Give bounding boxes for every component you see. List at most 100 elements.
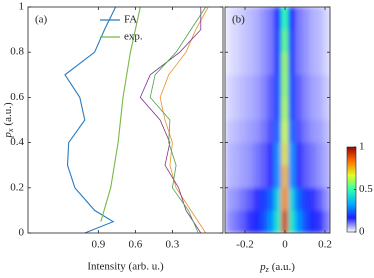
heat-cell <box>225 74 233 98</box>
heat-cell <box>267 97 275 121</box>
heat-cell <box>288 74 296 98</box>
heat-cell <box>274 29 282 53</box>
axis-unit: (a.u.) <box>2 102 14 126</box>
heat-cell <box>274 164 282 189</box>
heat-cell <box>260 97 268 121</box>
heat-cell <box>323 7 330 30</box>
legend-label: FA <box>124 14 137 26</box>
heat-cell <box>281 29 289 53</box>
heat-cell <box>267 51 275 76</box>
axis-symbol: p <box>2 132 14 139</box>
heat-cell <box>309 187 317 211</box>
x-tick-label: -0.2 <box>236 239 253 251</box>
heat-cell <box>225 187 233 211</box>
heat-cell <box>281 187 289 211</box>
heat-cell <box>288 142 296 166</box>
heat-cell <box>232 51 240 76</box>
heat-cell <box>288 7 296 30</box>
heat-cell <box>232 164 240 189</box>
heat-cell <box>281 210 289 233</box>
heat-cell <box>267 7 275 30</box>
panel-label: (a) <box>35 14 48 26</box>
heat-cell <box>267 187 275 211</box>
heat-cell <box>295 187 303 211</box>
heat-cell <box>323 119 330 143</box>
heat-cell <box>260 164 268 189</box>
heat-cell <box>225 142 233 166</box>
y-tick-label: 0.2 <box>10 181 24 193</box>
heat-cell <box>309 210 317 233</box>
heat-cell <box>274 142 282 166</box>
heat-cell <box>239 97 247 121</box>
heat-cell <box>246 29 254 53</box>
heat-cell <box>281 164 289 189</box>
heat-cell <box>302 119 310 143</box>
heat-cell <box>253 7 261 30</box>
axis-subscript: z <box>265 265 270 274</box>
heat-cell <box>281 74 289 98</box>
heat-cell <box>239 142 247 166</box>
x-tick-label: 0 <box>282 239 288 251</box>
heat-cell <box>323 142 330 166</box>
heat-cell <box>316 97 324 121</box>
heat-cell <box>323 51 330 76</box>
heat-cell <box>323 210 330 233</box>
heat-cell <box>295 51 303 76</box>
heat-cell <box>260 29 268 53</box>
axis-label: pz (a.u.) <box>259 261 295 274</box>
heat-cell <box>232 210 240 233</box>
heat-cell <box>253 51 261 76</box>
heat-cell <box>316 210 324 233</box>
heat-cell <box>302 97 310 121</box>
x-tick-label: 0.3 <box>166 239 180 251</box>
heat-cell <box>281 51 289 76</box>
x-tick-label: 0.6 <box>128 239 142 251</box>
heat-cell <box>232 74 240 98</box>
heat-cell <box>232 97 240 121</box>
heat-cell <box>239 7 247 30</box>
heat-cell <box>323 97 330 121</box>
heat-cell <box>309 51 317 76</box>
heat-cell <box>323 164 330 189</box>
heat-cell <box>232 29 240 53</box>
heat-cell <box>302 164 310 189</box>
heat-cell <box>295 210 303 233</box>
heat-cell <box>239 29 247 53</box>
plot-frame <box>27 6 224 234</box>
colorbar-tick-label: 1 <box>359 141 365 153</box>
heat-cell <box>309 29 317 53</box>
heat-cell <box>316 142 324 166</box>
heat-cell <box>267 210 275 233</box>
y-tick-label: 1 <box>19 1 25 13</box>
heat-cell <box>309 142 317 166</box>
heat-cell <box>253 29 261 53</box>
heat-cell <box>309 7 317 30</box>
colorbar-tick-label: 0.5 <box>359 183 373 195</box>
heat-cell <box>323 29 330 53</box>
heat-cell <box>316 29 324 53</box>
heat-cell <box>295 29 303 53</box>
heat-cell <box>260 7 268 30</box>
heat-cell <box>302 187 310 211</box>
y-tick-label: 0 <box>19 227 25 239</box>
heatmap <box>225 7 330 233</box>
heat-cell <box>239 164 247 189</box>
heat-cell <box>274 7 282 30</box>
heat-cell <box>260 119 268 143</box>
colorbar-tick-label: 0 <box>359 226 365 238</box>
heat-cell <box>253 187 261 211</box>
heat-cell <box>253 97 261 121</box>
heat-cell <box>288 29 296 53</box>
heat-cell <box>246 164 254 189</box>
heat-cell <box>281 142 289 166</box>
heat-cell <box>288 164 296 189</box>
plot-frame <box>224 6 331 234</box>
heat-cell <box>323 187 330 211</box>
heat-cell <box>302 74 310 98</box>
heat-cell <box>239 74 247 98</box>
y-tick-label: 0.6 <box>10 91 24 103</box>
x-tick-label: 0.9 <box>91 239 105 251</box>
heat-cell <box>253 164 261 189</box>
legend-label: exp. <box>124 31 143 43</box>
